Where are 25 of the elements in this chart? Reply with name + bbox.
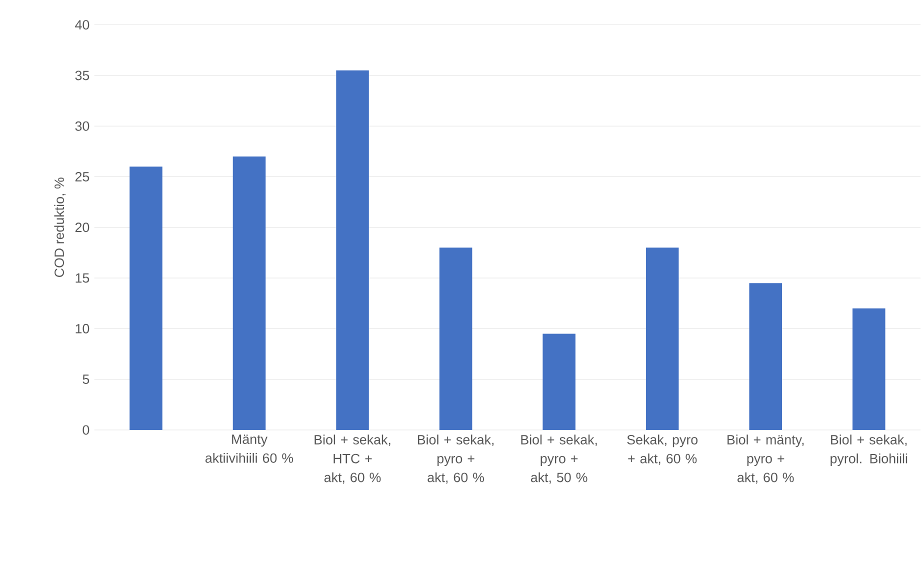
- y-tick-label: 30: [75, 121, 90, 131]
- bar: [130, 166, 162, 430]
- x-tick-label: Biol + sekak, pyrol. Biohiili: [830, 434, 908, 466]
- y-tick-label: 35: [75, 70, 90, 80]
- bar: [749, 283, 782, 430]
- x-tick-label: Biol + sekak, HTC + akt, 60 %: [314, 434, 390, 484]
- x-tick-label: Sekak, pyro + akt, 60 %: [627, 434, 698, 465]
- x-tick-label: Mänty aktiivihiili 60 %: [205, 434, 294, 463]
- y-tick-label: 25: [75, 172, 90, 182]
- y-tick-label: 20: [75, 222, 90, 232]
- bar: [542, 334, 576, 430]
- y-axis-title: COD reduktio, %: [54, 178, 66, 277]
- y-tick-label: 10: [76, 324, 90, 334]
- y-tick-label: 5: [82, 374, 90, 384]
- bar: [336, 70, 369, 430]
- x-tick-label: Biol + sekak, pyro + akt, 50 %: [521, 434, 597, 484]
- bar: [646, 248, 679, 430]
- y-tick-label: 40: [75, 20, 90, 30]
- bar: [852, 308, 886, 430]
- bar: [439, 248, 472, 430]
- y-tick-label: 15: [76, 273, 90, 283]
- y-tick-label: 0: [82, 425, 90, 435]
- bar: [232, 156, 266, 430]
- x-tick-label: Biol + mänty, pyro + akt, 60 %: [728, 434, 804, 484]
- x-tick-label: Biol + sekak, pyro + akt, 60 %: [418, 434, 494, 484]
